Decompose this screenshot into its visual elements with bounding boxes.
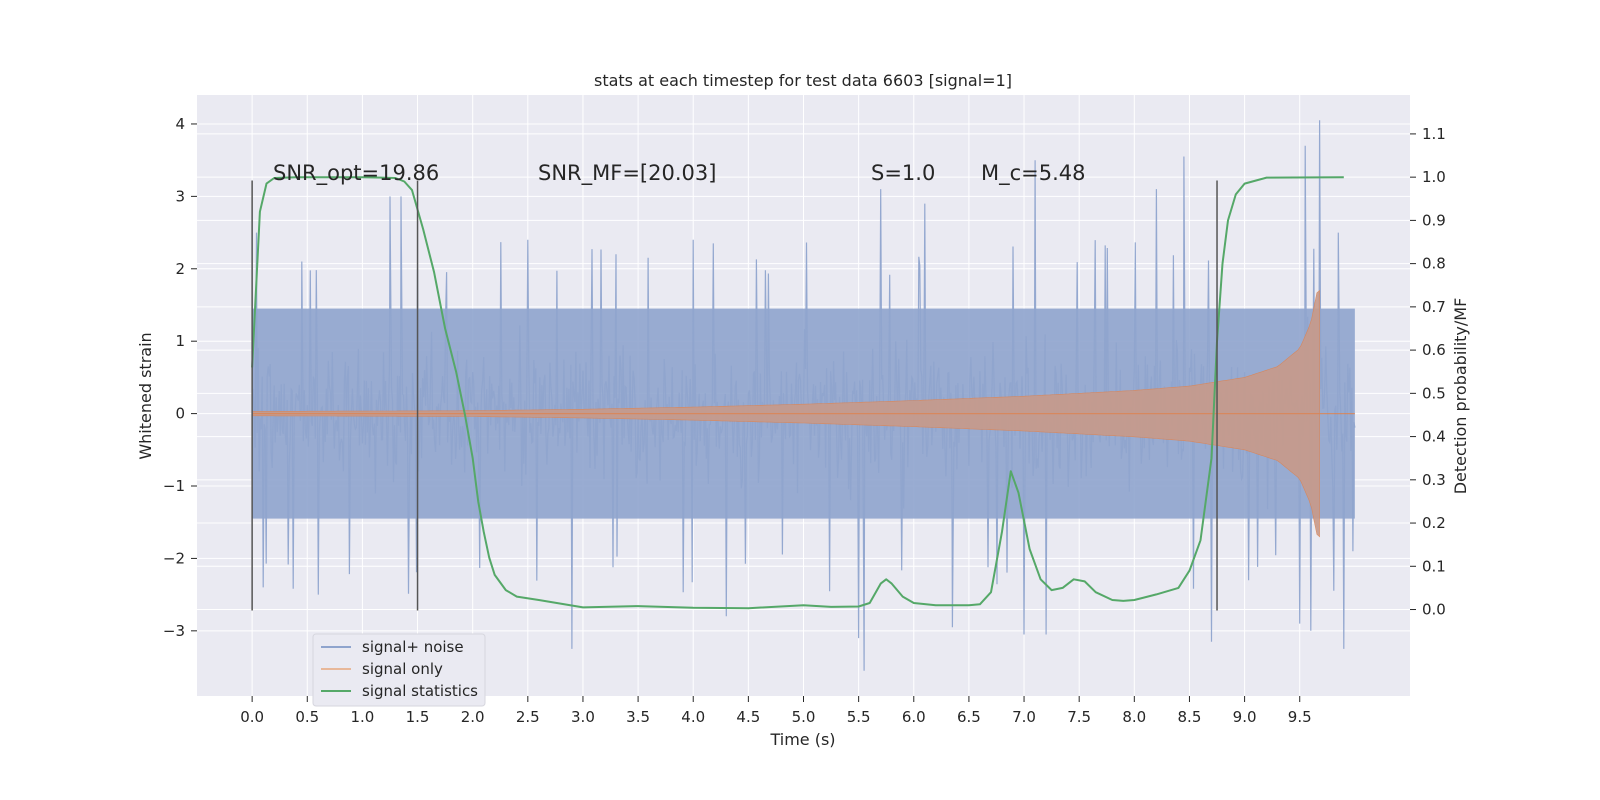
y-tick-label-right: 1.1 [1422,125,1446,143]
series-layer [251,120,1356,671]
ticks-layer: 0.0 0.5 1.0 1.5 2.0 2.5 3.0 3.5 4.0 4.5 5.0 5.5 6.0 6… [163,115,1446,726]
y-tick-label-left: −1 [163,477,185,495]
x-tick-label: 0.5 [295,708,319,726]
annotation-snr-mf: SNR_MF=[20.03] [538,161,716,186]
x-tick-label: 8.5 [1178,708,1202,726]
x-tick-label: 2.0 [461,708,485,726]
y-axis-label-right: Detection probability/MF [1451,298,1470,495]
x-tick-label: 7.0 [1012,708,1036,726]
y-tick-label-right: 0.3 [1422,471,1446,489]
x-tick-label: 3.0 [571,708,595,726]
x-tick-label: 4.5 [736,708,760,726]
x-axis-label: Time (s) [769,730,835,749]
series-signal-statistics-line [251,176,1344,610]
y-tick-label-right: 0.7 [1422,298,1446,316]
x-tick-label: 9.5 [1288,708,1312,726]
annotation-mc: M_c=5.48 [981,161,1086,186]
x-tick-label: 1.0 [350,708,374,726]
annotation-layer: SNR_opt=19.86 SNR_MF=[20.03] S=1.0 M_c=5… [273,161,1086,186]
y-tick-label-right: 0.6 [1422,341,1446,359]
x-tick-label: 4.0 [681,708,705,726]
vline-layer [251,180,1218,611]
chart-title: stats at each timestep for test data 660… [594,71,1012,90]
annotation-s: S=1.0 [871,161,935,185]
x-tick-label: 3.5 [626,708,650,726]
x-tick-label: 5.5 [847,708,871,726]
y-axis-label-left: Whitened strain [136,332,155,459]
y-tick-label-left: −2 [163,549,185,567]
legend-label-signal-statistics: signal statistics [362,682,478,700]
x-tick-label: 6.0 [902,708,926,726]
x-tick-label: 8.0 [1122,708,1146,726]
x-tick-label: 0.0 [240,708,264,726]
legend-label-signal-only: signal only [362,660,443,678]
x-tick-label: 9.0 [1233,708,1257,726]
y-tick-label-left: 0 [175,405,185,423]
x-tick-label: 5.0 [792,708,816,726]
y-tick-label-right: 0.9 [1422,211,1446,229]
x-tick-label: 1.5 [406,708,430,726]
y-tick-label-right: 1.0 [1422,168,1446,186]
x-tick-label: 6.5 [957,708,981,726]
y-tick-label-left: 3 [175,187,185,205]
annotation-snr-opt: SNR_opt=19.86 [273,161,439,186]
y-tick-label-left: 1 [175,332,185,350]
y-tick-label-left: 2 [175,260,185,278]
y-tick-label-left: 4 [175,115,185,133]
x-tick-label: 7.5 [1067,708,1091,726]
y-tick-label-right: 0.8 [1422,255,1446,273]
y-tick-label-left: −3 [163,622,185,640]
y-tick-label-right: 0.0 [1422,601,1446,619]
legend: signal+ noise signal only signal statist… [312,633,486,707]
x-tick-label: 2.5 [516,708,540,726]
y-tick-label-right: 0.4 [1422,428,1446,446]
legend-label-signal-noise: signal+ noise [362,638,464,656]
y-tick-label-right: 0.5 [1422,384,1446,402]
y-tick-label-right: 0.1 [1422,557,1446,575]
legend-box [312,633,486,707]
y-tick-label-right: 0.2 [1422,514,1446,532]
